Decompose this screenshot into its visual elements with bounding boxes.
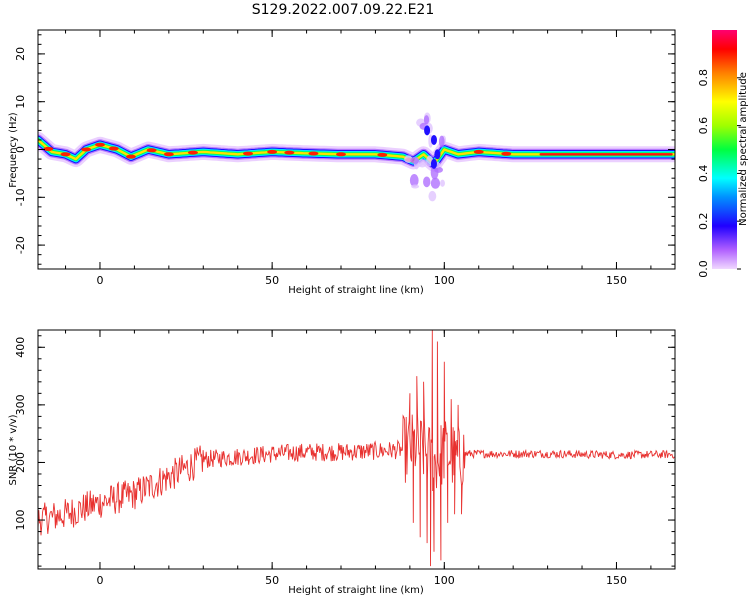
- burst-core: [424, 125, 431, 136]
- ridge-hotspot: [308, 151, 319, 156]
- snr-ytick-label: 100: [14, 510, 27, 531]
- ridge-hotspot: [81, 147, 92, 152]
- ridge-hotspot: [125, 154, 136, 159]
- ridge-hotspot: [94, 142, 105, 147]
- colorbar: 0.0 0.2 0.4 0.6 0.8 Normalized spectral ampl…: [697, 30, 749, 278]
- spectrogram-xlabel: Height of straight line (km): [288, 285, 424, 296]
- burst-blob: [409, 173, 419, 187]
- spectrogram-ylabel: Frequency (Hz): [8, 112, 19, 188]
- ridge-hotspot: [267, 149, 278, 154]
- ridge-hotspot: [473, 149, 484, 154]
- colorbar-tick-label: 0.0: [697, 260, 710, 278]
- snr-frame: [37, 329, 676, 570]
- snr-ytick-label: 200: [14, 452, 27, 473]
- snr-ytick-label: 400: [14, 337, 27, 358]
- burst-blob: [428, 190, 437, 202]
- colorbar-tick-label: 0.8: [697, 69, 710, 87]
- spectrogram-xtick-label: 100: [434, 274, 455, 287]
- burst-blob: [438, 135, 445, 148]
- spectrogram-y-ticks: 20 10 0 -10 -20: [14, 34, 675, 265]
- colorbar-ticks: 0.0 0.2 0.4 0.6 0.8: [697, 69, 741, 278]
- spectrogram-ytick-label: 0: [14, 146, 27, 153]
- colorbar-gradient: [712, 30, 737, 269]
- snr-xtick-label: 50: [265, 574, 279, 587]
- burst-blob: [417, 159, 428, 168]
- heatmap-ridge: [38, 112, 675, 202]
- burst-core: [430, 158, 437, 169]
- ridge-hotspot: [336, 152, 347, 157]
- spectrogram-xtick-label: 50: [265, 274, 279, 287]
- burst-core: [430, 134, 437, 145]
- ridge-hotspot: [243, 151, 254, 156]
- spectrogram-x-ticks: 0 50 100 150: [65, 30, 652, 287]
- ridge-hotspot: [60, 152, 71, 157]
- snr-series-line: [38, 330, 675, 567]
- burst-blob: [423, 176, 431, 188]
- snr-panel: 0 50 100 150 100 200 300 400 Height of straigh…: [8, 329, 676, 596]
- burst-blob: [440, 179, 445, 187]
- snr-x-ticks: 0 50 100 150: [65, 330, 652, 587]
- ridge-hotspot: [501, 151, 512, 156]
- colorbar-tick-label: 0.6: [697, 117, 710, 135]
- figure-title: S129.2022.007.09.22.E21: [252, 2, 435, 18]
- ridge-hotspot: [284, 150, 295, 155]
- burst-blob: [434, 166, 444, 173]
- snr-xtick-label: 100: [434, 574, 455, 587]
- snr-xtick-label: 150: [606, 574, 627, 587]
- spectrogram-ytick-label: -10: [14, 188, 27, 206]
- snr-xlabel: Height of straight line (km): [288, 585, 424, 596]
- burst-blob: [423, 115, 430, 125]
- spectrogram-xtick-label: 0: [96, 274, 103, 287]
- spectrogram-ytick-label: 10: [14, 95, 27, 109]
- spectrogram-ytick-label: 20: [14, 47, 27, 61]
- ridge-hotspot: [377, 152, 388, 157]
- spectrogram-xtick-label: 150: [606, 274, 627, 287]
- snr-ytick-label: 300: [14, 394, 27, 415]
- ridge-hotspot: [146, 148, 157, 153]
- ridge-hotspot: [108, 146, 119, 151]
- burst-core: [434, 149, 441, 160]
- ridge-hotspot: [43, 146, 54, 151]
- colorbar-tick-label: 0.4: [697, 165, 710, 183]
- spectrogram-ytick-label: -20: [14, 236, 27, 254]
- snr-ylabel: SNR (10 * v/v): [8, 414, 19, 485]
- colorbar-label: Normalized spectral amplitude: [738, 72, 749, 226]
- ridge-hotspot: [187, 150, 198, 155]
- snr-xtick-label: 0: [96, 574, 103, 587]
- snr-y-ticks: 100 200 300 400: [14, 335, 675, 567]
- colorbar-tick-label: 0.2: [697, 212, 710, 230]
- burst-blob: [411, 184, 420, 189]
- burst-blob: [410, 156, 420, 165]
- burst-blob: [430, 177, 441, 189]
- ridge-hotspot: [163, 152, 174, 157]
